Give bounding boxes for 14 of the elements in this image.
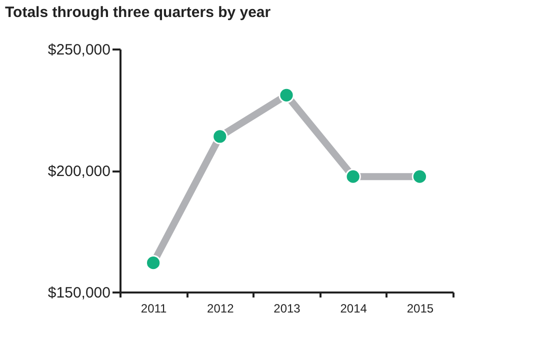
y-tick-label: $150,000 bbox=[48, 284, 110, 302]
x-tick-label: 2015 bbox=[406, 302, 434, 316]
y-tick-label: $250,000 bbox=[48, 42, 110, 58]
chart-title: Totals through three quarters by year bbox=[5, 4, 271, 21]
point bbox=[212, 128, 228, 144]
point bbox=[345, 168, 361, 184]
y-tick-label: $200,000 bbox=[48, 163, 110, 180]
x-tick-label: 2011 bbox=[140, 302, 168, 316]
x-tick-label: 2014 bbox=[340, 302, 368, 316]
point bbox=[145, 255, 162, 271]
x-tick-label: 2012 bbox=[207, 302, 234, 316]
point bbox=[412, 168, 428, 184]
x-tick-label: 2013 bbox=[274, 302, 301, 316]
point bbox=[278, 87, 294, 103]
